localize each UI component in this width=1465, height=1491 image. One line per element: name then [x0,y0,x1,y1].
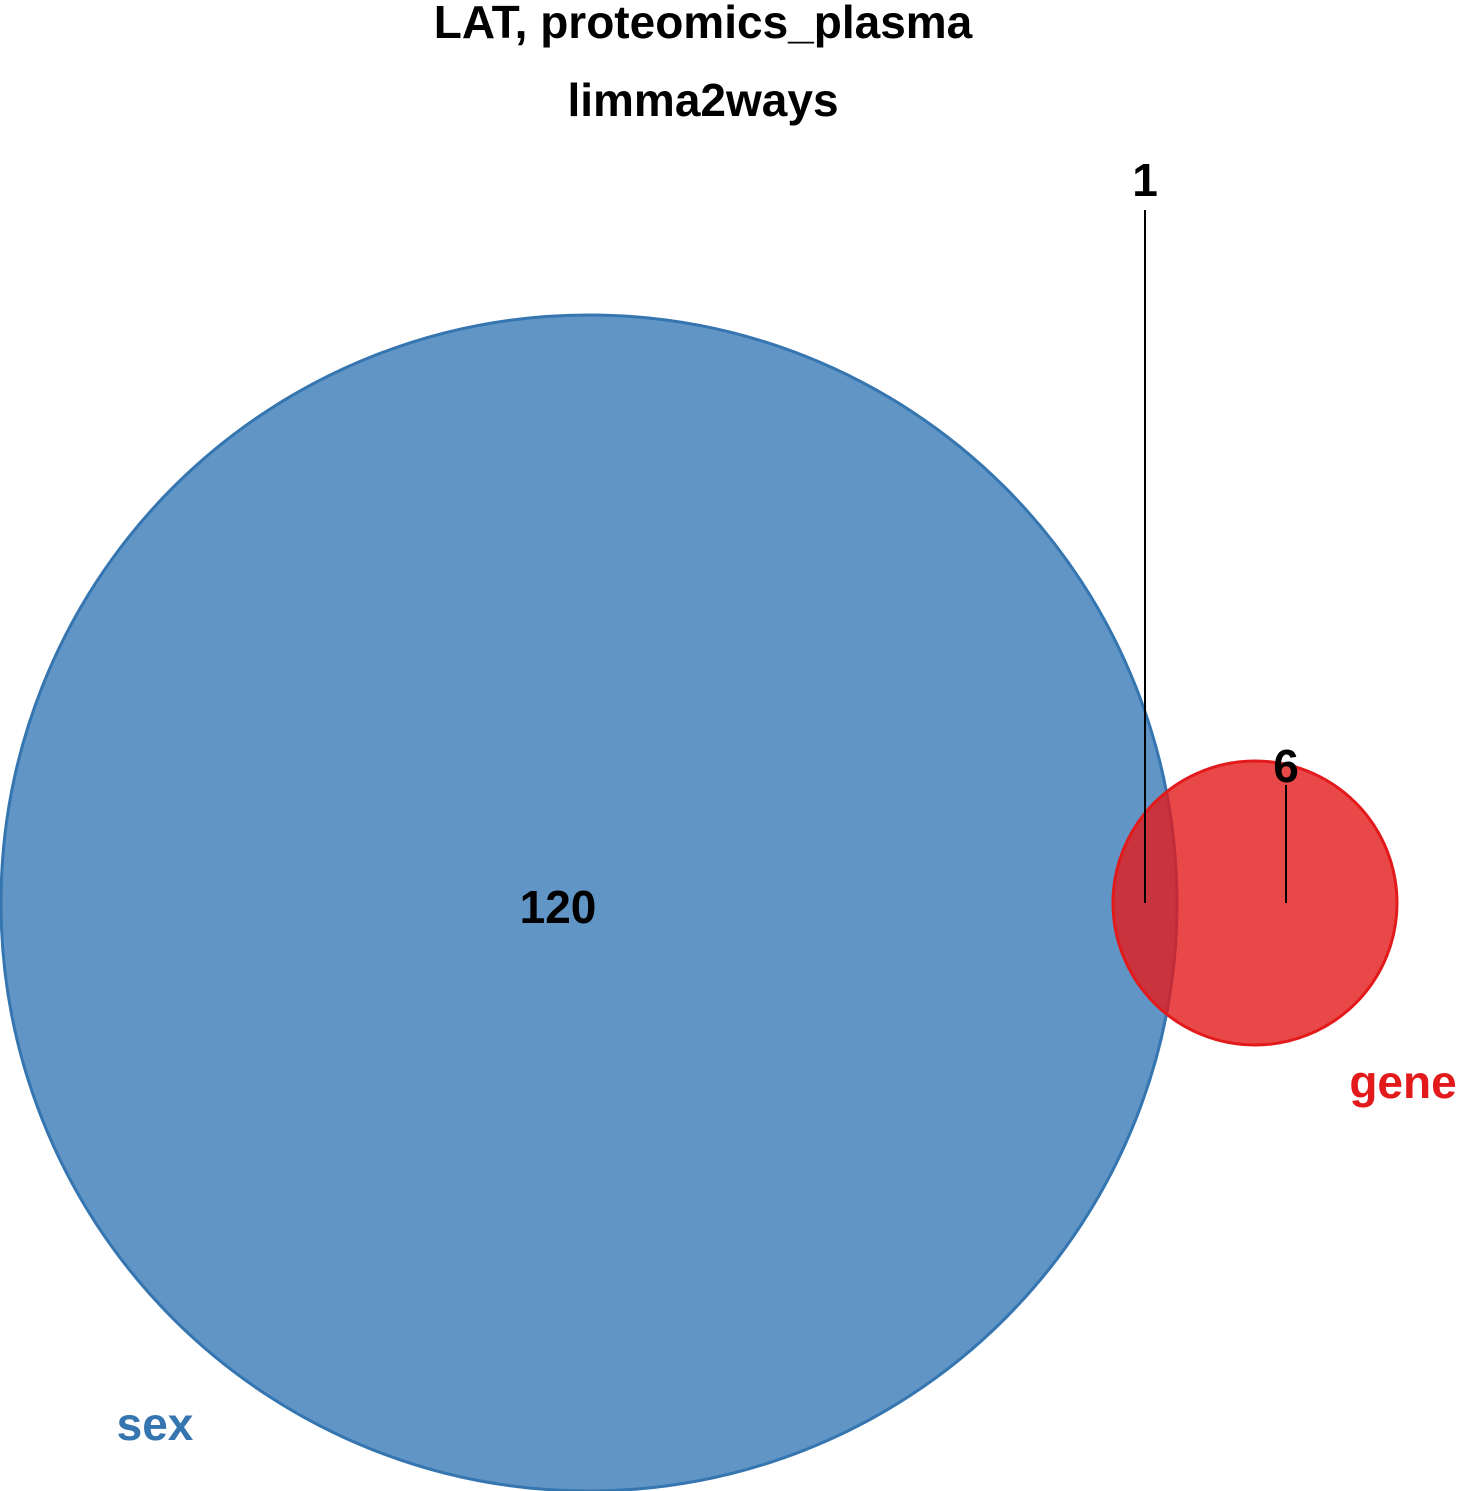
sex-only-count: 120 [520,881,597,933]
intersection-count: 1 [1132,154,1158,206]
title-line-1: LAT, proteomics_plasma [434,0,973,48]
gene-set-label: gene [1349,1056,1456,1108]
title-line-2: limma2ways [567,74,838,126]
gene-only-count: 6 [1273,740,1299,792]
gene-set-circle [1111,759,1399,1047]
sex-set-label: sex [117,1398,194,1450]
